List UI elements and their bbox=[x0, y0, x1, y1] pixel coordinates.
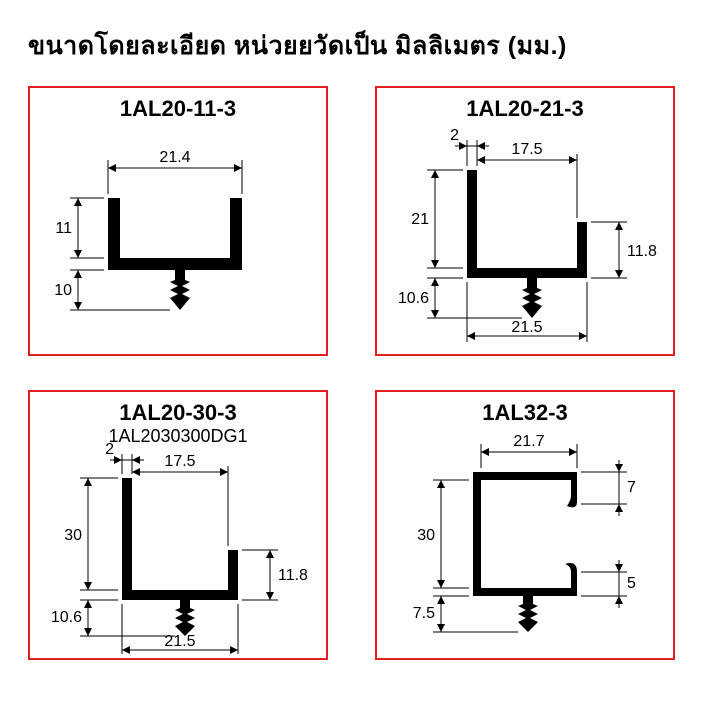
dim-p3-rh: 11.8 bbox=[278, 567, 308, 584]
panel-3: 1AL20-30-3 1AL2030300DG1 2 17.5 bbox=[28, 390, 328, 660]
dim-p2-wall: 2 bbox=[450, 127, 459, 144]
panel-2-diagram: 2 17.5 21 bbox=[377, 88, 677, 358]
dim-p4-bg: 7.5 bbox=[413, 605, 435, 622]
panel-1-diagram: 21.4 11 10 bbox=[30, 88, 330, 358]
dim-p2-barb: 10.6 bbox=[398, 290, 429, 307]
panel-4-label: 1AL32-3 bbox=[377, 400, 673, 426]
dim-p3-iw: 17.5 bbox=[164, 453, 195, 470]
dim-p2-rh: 11.8 bbox=[627, 243, 657, 260]
dim-p1-left: 11 bbox=[55, 220, 72, 237]
panel-4: 1AL32-3 21.7 30 bbox=[375, 390, 675, 660]
panel-3-label: 1AL20-30-3 bbox=[30, 400, 326, 426]
panel-1-label: 1AL20-11-3 bbox=[30, 96, 326, 122]
dim-p3-lh: 30 bbox=[64, 527, 82, 544]
dim-p3-barb: 10.6 bbox=[51, 609, 82, 626]
dim-p2-iw: 17.5 bbox=[511, 141, 542, 158]
panel-grid: 1AL20-11-3 21.4 1 bbox=[28, 86, 692, 660]
dim-p4-lh: 30 bbox=[417, 527, 435, 544]
dim-p3-bw: 21.5 bbox=[164, 633, 195, 650]
panel-2: 1AL20-21-3 2 17.5 bbox=[375, 86, 675, 356]
panel-2-label: 1AL20-21-3 bbox=[377, 96, 673, 122]
dim-p4-tw: 21.7 bbox=[513, 433, 544, 450]
panel-3-sublabel: 1AL2030300DG1 bbox=[30, 426, 326, 447]
dim-p1-barb: 10 bbox=[54, 282, 72, 299]
panel-4-diagram: 21.7 30 7 bbox=[377, 392, 677, 662]
dim-p1-top: 21.4 bbox=[159, 149, 190, 166]
dim-p2-bw: 21.5 bbox=[511, 319, 542, 336]
panel-1: 1AL20-11-3 21.4 1 bbox=[28, 86, 328, 356]
page: ขนาดโดยละเอียด หน่วยยวัดเป็น มิลลิเมตร (… bbox=[0, 0, 720, 720]
dim-p4-th: 7 bbox=[627, 479, 636, 496]
dim-p2-lh: 21 bbox=[411, 211, 429, 228]
page-title: ขนาดโดยละเอียด หน่วยยวัดเป็น มิลลิเมตร (… bbox=[28, 26, 692, 66]
dim-p4-bh: 5 bbox=[627, 575, 636, 592]
